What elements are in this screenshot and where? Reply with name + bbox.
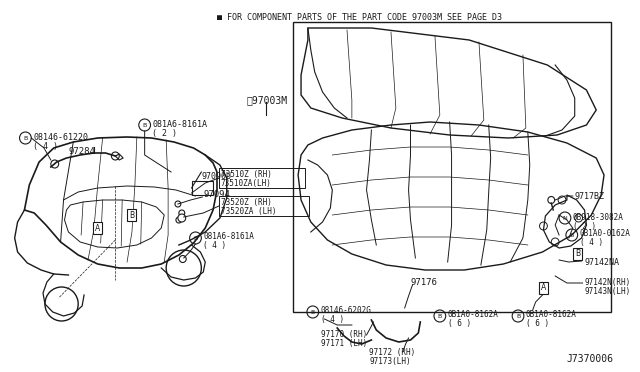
Text: ( 6 ): ( 6 ) <box>447 319 471 328</box>
Text: 97143N(LH): 97143N(LH) <box>584 287 631 296</box>
Text: 0B1A0-8162A: 0B1A0-8162A <box>447 310 499 319</box>
Circle shape <box>178 214 186 222</box>
Circle shape <box>548 196 555 203</box>
Text: ( 4 ): ( 4 ) <box>321 315 344 324</box>
Text: 73520Z (RH): 73520Z (RH) <box>221 198 272 207</box>
Circle shape <box>551 238 559 246</box>
Bar <box>219 196 309 216</box>
Text: 97171 (LH): 97171 (LH) <box>321 339 367 348</box>
Text: B: B <box>570 232 574 237</box>
Text: 73510Z (RH): 73510Z (RH) <box>221 170 272 179</box>
Text: 97176: 97176 <box>410 278 437 287</box>
Text: 0B1A0-8162A: 0B1A0-8162A <box>526 310 577 319</box>
Text: 97170 (RH): 97170 (RH) <box>321 330 367 339</box>
Text: 97173(LH): 97173(LH) <box>369 357 411 366</box>
Text: B: B <box>516 314 520 318</box>
Text: B: B <box>129 211 134 219</box>
Text: B: B <box>193 235 198 241</box>
Text: ■ FOR COMPONENT PARTS OF THE PART CODE 97003M SEE PAGE D3: ■ FOR COMPONENT PARTS OF THE PART CODE 9… <box>217 13 502 22</box>
Text: 081A6-8161A: 081A6-8161A <box>152 120 207 129</box>
Text: 0B1A0-0162A: 0B1A0-0162A <box>580 229 630 238</box>
Text: N: N <box>563 215 567 221</box>
Text: A: A <box>95 224 100 232</box>
Text: A: A <box>541 283 546 292</box>
Text: 08146-61220: 08146-61220 <box>33 133 88 142</box>
Text: ( 4 ): ( 4 ) <box>33 142 58 151</box>
Circle shape <box>179 256 186 263</box>
Circle shape <box>111 152 119 160</box>
Circle shape <box>540 222 547 230</box>
Circle shape <box>575 214 582 222</box>
Text: B: B <box>143 122 147 128</box>
Text: 97094: 97094 <box>204 190 230 199</box>
Circle shape <box>51 160 59 168</box>
Text: 08146-6202G: 08146-6202G <box>321 306 371 315</box>
Text: 9717BZ: 9717BZ <box>575 192 605 201</box>
Text: ⥸97003M: ⥸97003M <box>246 95 287 105</box>
Bar <box>293 22 611 312</box>
Text: 97090U: 97090U <box>202 172 231 181</box>
Text: 73510ZA(LH): 73510ZA(LH) <box>221 179 272 188</box>
Text: ( 2 ): ( 2 ) <box>152 129 177 138</box>
Bar <box>191 181 213 195</box>
Text: ( 2 ): ( 2 ) <box>573 222 596 231</box>
Text: ( 4 ): ( 4 ) <box>204 241 227 250</box>
Bar <box>219 168 305 188</box>
Text: 97284: 97284 <box>68 147 95 156</box>
Circle shape <box>176 217 182 223</box>
Text: J7370006: J7370006 <box>567 354 614 364</box>
Text: B: B <box>575 250 580 259</box>
Text: B: B <box>23 135 28 141</box>
Circle shape <box>179 210 185 216</box>
Text: 97142N(RH): 97142N(RH) <box>584 278 631 287</box>
Circle shape <box>558 196 566 204</box>
Circle shape <box>175 201 181 207</box>
Text: B: B <box>438 314 442 318</box>
Text: ( 6 ): ( 6 ) <box>526 319 549 328</box>
Text: 081A6-8161A: 081A6-8161A <box>204 232 254 241</box>
Text: B: B <box>310 310 315 314</box>
Text: 73520ZA (LH): 73520ZA (LH) <box>221 207 276 216</box>
Text: 0B918-3082A: 0B918-3082A <box>573 213 623 222</box>
Text: ( 4 ): ( 4 ) <box>580 238 603 247</box>
Text: 97142NA: 97142NA <box>584 258 620 267</box>
Text: 97172 (RH): 97172 (RH) <box>369 348 416 357</box>
